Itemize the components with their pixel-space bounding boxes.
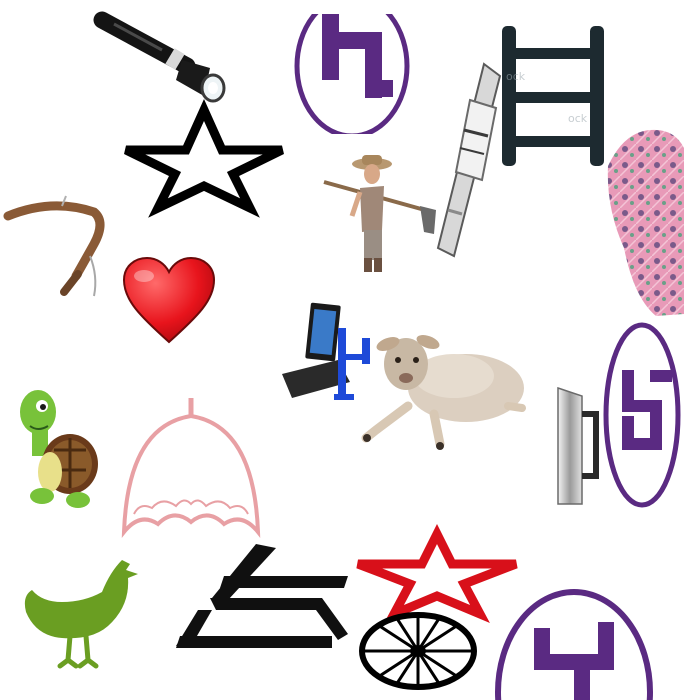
emblem-icon-right — [602, 320, 682, 510]
ladder-icon: ock ock — [498, 22, 608, 170]
turtle-icon — [14, 386, 98, 512]
kettle-icon — [552, 384, 602, 508]
star-outline-icon — [118, 99, 290, 218]
red-star-icon — [352, 523, 522, 624]
wheel-icon — [358, 612, 478, 690]
abstract-glyph-icon — [172, 540, 354, 654]
razor-icon — [426, 60, 504, 260]
watermark-text-2: ock — [568, 112, 588, 125]
flashlight-icon — [92, 8, 242, 108]
umbrella-icon — [120, 396, 262, 538]
farmer-with-hoe-icon — [320, 152, 440, 274]
laptop-stand-icon — [278, 298, 374, 414]
pink-fabric-icon — [604, 128, 686, 320]
sickle-icon — [2, 195, 110, 298]
hen-icon — [22, 556, 140, 670]
emblem-icon-top — [292, 10, 412, 134]
heart-icon — [122, 256, 216, 344]
emblem-icon-bottom — [494, 582, 654, 700]
sheep-icon — [358, 326, 530, 454]
watermark-text-1: ock — [506, 70, 526, 83]
